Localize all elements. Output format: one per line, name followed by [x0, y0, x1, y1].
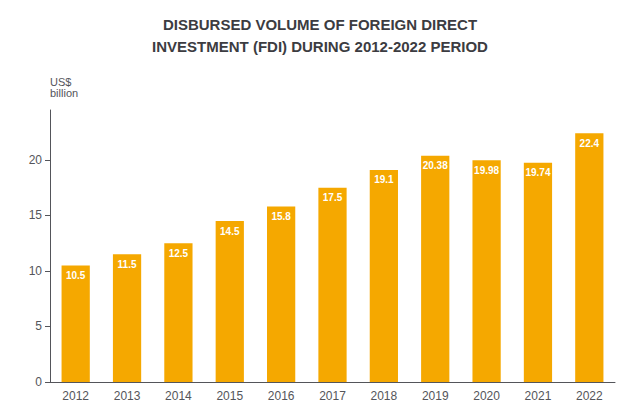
svg-text:10.5: 10.5 [66, 270, 86, 281]
svg-text:14.5: 14.5 [220, 226, 240, 237]
svg-text:DISBURSED VOLUME OF FOREIGN DI: DISBURSED VOLUME OF FOREIGN DIRECT [163, 16, 477, 33]
svg-text:2019: 2019 [422, 389, 449, 403]
svg-text:5: 5 [35, 319, 42, 333]
svg-text:15.8: 15.8 [271, 211, 291, 222]
svg-text:0: 0 [35, 375, 42, 389]
svg-text:20.38: 20.38 [423, 160, 448, 171]
svg-text:22.4: 22.4 [580, 138, 600, 149]
svg-text:2018: 2018 [371, 389, 398, 403]
svg-text:10: 10 [29, 264, 43, 278]
svg-text:11.5: 11.5 [118, 259, 137, 270]
svg-text:2016: 2016 [268, 389, 295, 403]
svg-text:2020: 2020 [473, 389, 500, 403]
svg-text:2022: 2022 [576, 389, 603, 403]
svg-text:19.74: 19.74 [525, 167, 550, 178]
svg-text:19.1: 19.1 [374, 174, 394, 185]
svg-text:2017: 2017 [319, 389, 346, 403]
svg-text:US$: US$ [50, 75, 72, 88]
svg-text:15: 15 [29, 208, 43, 222]
svg-text:17.5: 17.5 [323, 192, 343, 203]
svg-text:19.98: 19.98 [474, 165, 499, 176]
svg-text:2015: 2015 [216, 389, 243, 403]
svg-text:INVESTMENT (FDI) DURING 2012-2: INVESTMENT (FDI) DURING 2012-2022 PERIOD [152, 38, 488, 55]
svg-text:2013: 2013 [114, 389, 141, 403]
svg-text:20: 20 [29, 153, 43, 167]
svg-text:2021: 2021 [525, 389, 552, 403]
svg-text:2014: 2014 [165, 389, 192, 403]
svg-text:2012: 2012 [62, 389, 89, 403]
svg-text:12.5: 12.5 [169, 248, 189, 259]
svg-text:billion: billion [50, 87, 78, 99]
